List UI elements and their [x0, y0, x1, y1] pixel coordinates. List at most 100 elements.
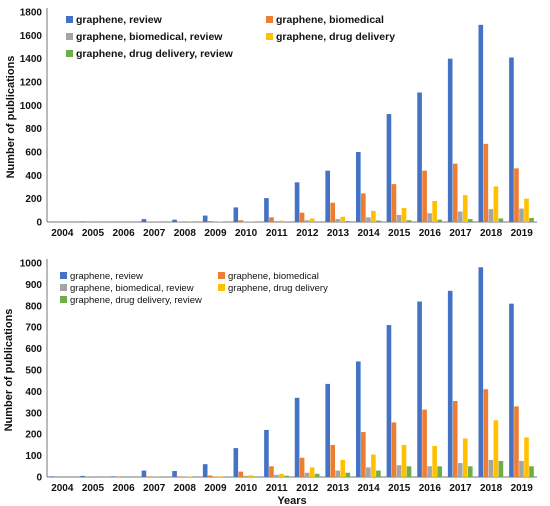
- bar: [294, 182, 300, 222]
- y-tick-label: 600: [25, 148, 42, 159]
- bar: [243, 475, 249, 477]
- x-tick-label: 2004: [51, 228, 74, 239]
- bar: [529, 217, 534, 222]
- y-tick-label: 1200: [20, 78, 43, 89]
- bar: [238, 220, 244, 222]
- bar: [340, 459, 346, 477]
- bar: [509, 303, 514, 477]
- bar: [49, 476, 55, 477]
- bar: [294, 397, 300, 477]
- bar: [345, 221, 351, 222]
- bar: [488, 209, 494, 222]
- x-tick-label: 2017: [449, 483, 472, 494]
- x-tick-label: 2008: [174, 228, 197, 239]
- x-axis-title: Years: [277, 495, 306, 506]
- x-tick-label: 2019: [511, 228, 534, 239]
- x-tick-label: 2016: [419, 228, 442, 239]
- bar: [361, 432, 366, 477]
- y-axis-title: Number of publications: [5, 56, 17, 179]
- bar: [248, 221, 254, 222]
- legend-swatch: [60, 284, 67, 291]
- bar: [514, 406, 519, 477]
- bar: [401, 208, 407, 222]
- legend-swatch: [266, 33, 273, 40]
- y-tick-label: 400: [25, 171, 42, 182]
- bar: [371, 210, 376, 222]
- bar: [269, 217, 274, 222]
- chart-bottom: Number of publications 0 100 200 300 400 500 60…: [3, 259, 537, 506]
- bar: [253, 476, 259, 477]
- y-tick-label: 600: [25, 344, 42, 355]
- bar: [233, 207, 239, 222]
- y-tick-label: 400: [25, 387, 42, 398]
- x-tick-label: 2013: [327, 228, 350, 239]
- bar: [509, 57, 514, 222]
- bar: [396, 465, 402, 477]
- x-tick-label: 2005: [82, 228, 105, 239]
- bar: [340, 216, 346, 222]
- legend-label: graphene, drug delivery, review: [76, 48, 234, 60]
- x-tick-label: 2005: [82, 483, 105, 494]
- bar: [401, 444, 407, 477]
- x-tick-label: 2010: [235, 483, 258, 494]
- x-tick-label: 2011: [266, 483, 288, 494]
- y-tick-label: 0: [36, 473, 42, 484]
- bar: [519, 460, 524, 477]
- bar: [345, 472, 351, 477]
- x-tick-label: 2007: [143, 483, 166, 494]
- bar: [457, 463, 463, 477]
- bar: [361, 193, 366, 222]
- bar: [488, 459, 494, 477]
- bar: [483, 143, 489, 222]
- bar: [483, 389, 489, 477]
- legend-label: graphene, review: [70, 271, 143, 282]
- y-tick-label: 1600: [20, 31, 43, 42]
- y-tick-label: 800: [25, 301, 42, 312]
- bar: [284, 475, 289, 477]
- bar: [325, 383, 331, 477]
- bar: [386, 325, 392, 477]
- chart-top: Number of publications 0 200 400 600 800 1000 1…: [5, 8, 537, 239]
- x-tick-label: 2009: [204, 483, 227, 494]
- bar: [391, 184, 397, 222]
- legend-label: graphene, review: [76, 14, 163, 26]
- bar: [406, 220, 412, 222]
- bar: [177, 476, 182, 477]
- x-tick-label: 2015: [388, 483, 411, 494]
- bar: [427, 213, 432, 222]
- y-tick-label: 100: [25, 451, 42, 462]
- x-tick-label: 2006: [112, 483, 135, 494]
- x-tick-label: 2019: [511, 483, 534, 494]
- bar: [279, 473, 284, 477]
- bar: [330, 444, 336, 477]
- bar: [299, 212, 305, 222]
- legend-swatch: [60, 272, 67, 279]
- y-tick-label: 0: [36, 218, 42, 229]
- bar: [422, 170, 427, 222]
- bar: [447, 58, 453, 222]
- bar: [452, 163, 458, 222]
- bar: [371, 454, 376, 477]
- legend-swatch: [66, 33, 73, 40]
- bar: [396, 215, 402, 222]
- x-tick-label: 2012: [296, 483, 319, 494]
- y-tick-label: 900: [25, 280, 42, 291]
- x-tick-label: 2018: [480, 228, 503, 239]
- bar: [452, 401, 458, 477]
- bar: [498, 460, 504, 477]
- legend-swatch: [218, 284, 225, 291]
- x-tick-label: 2008: [174, 483, 197, 494]
- x-tick-label: 2012: [296, 228, 319, 239]
- bar: [417, 301, 422, 477]
- bar: [376, 220, 381, 222]
- bar: [141, 470, 147, 477]
- x-tick-label: 2014: [357, 228, 380, 239]
- bar: [524, 198, 529, 222]
- bar: [335, 219, 341, 222]
- bar: [172, 471, 177, 477]
- bar: [309, 467, 315, 477]
- x-tick-label: 2015: [388, 228, 411, 239]
- bar: [309, 218, 315, 222]
- bar: [248, 475, 254, 477]
